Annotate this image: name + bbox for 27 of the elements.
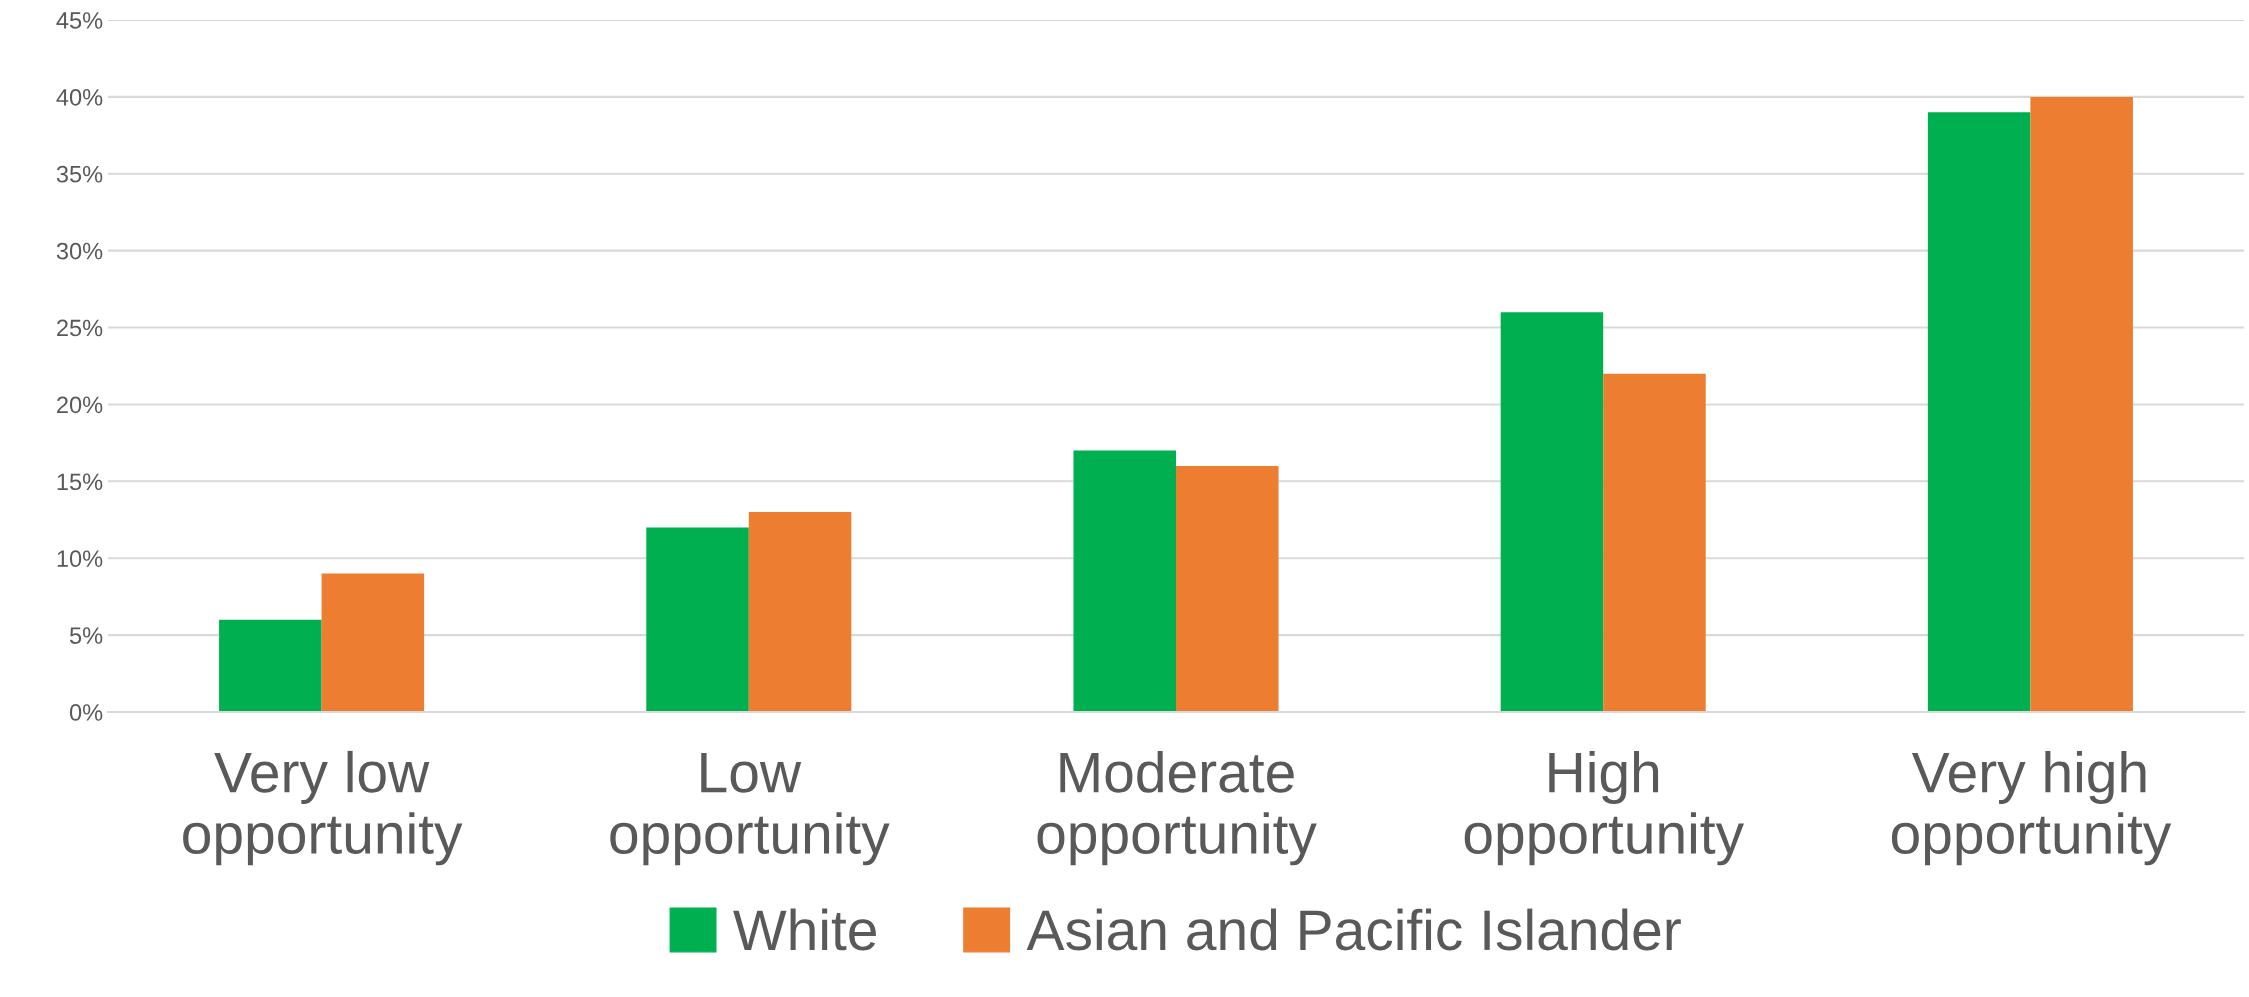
y-tick-label: 30%: [56, 242, 103, 260]
bar: [1176, 465, 1279, 712]
bar: [646, 527, 749, 712]
y-tick-label: 45%: [56, 12, 103, 29]
y-tick-label: 10%: [57, 550, 103, 568]
x-tick-label: Low opportunity: [610, 752, 890, 866]
bar: [2030, 96, 2133, 712]
x-tick-label: Moderate opportunity: [1037, 750, 1317, 866]
y-tick-label: 15%: [57, 473, 103, 491]
bar: [1927, 112, 2031, 712]
bar: [219, 619, 322, 712]
y-tick-label: 35%: [56, 165, 103, 183]
bar: [1500, 312, 1604, 712]
legend-label: White: [733, 908, 876, 951]
legend-label: Asian and Pacific Islander: [1026, 908, 1681, 951]
bar: [748, 512, 852, 712]
bar: [321, 573, 425, 712]
x-tick-label: Very low opportunity: [183, 750, 463, 866]
y-tick-label: 5%: [69, 627, 103, 644]
bar: [1603, 373, 1706, 712]
y-tick-label: 25%: [57, 319, 103, 337]
bar: [1073, 450, 1176, 712]
y-tick-label: 20%: [57, 396, 103, 414]
x-tick-label: Very high opportunity: [1891, 750, 2172, 866]
y-tick-label: 40%: [56, 88, 103, 106]
x-tick-label: High opportunity: [1464, 750, 1744, 866]
y-tick-label: 0%: [69, 704, 103, 721]
